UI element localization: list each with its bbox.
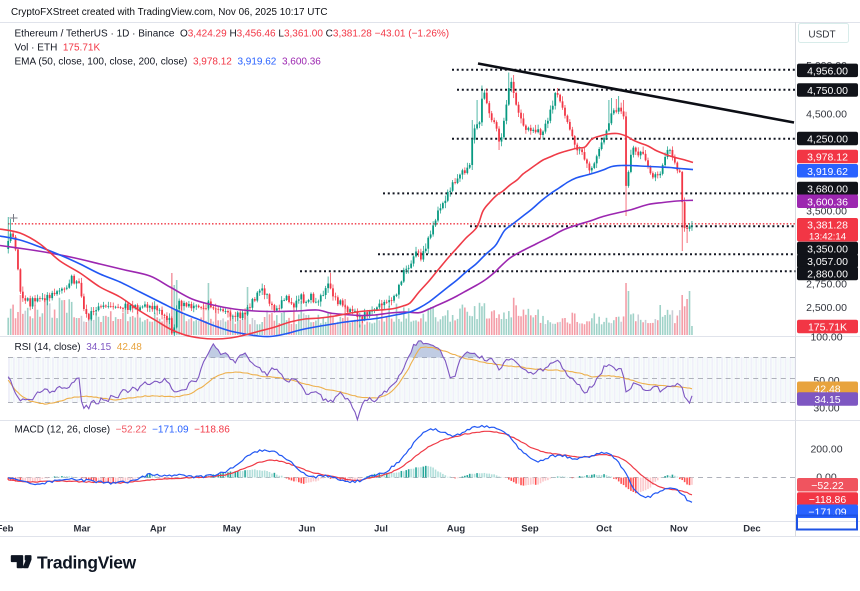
svg-text:Jun: Jun xyxy=(299,524,316,535)
svg-text:3,350.00: 3,350.00 xyxy=(807,244,848,256)
svg-text:Nov: Nov xyxy=(670,524,689,535)
svg-text:CryptoFXStreet created with Tr: CryptoFXStreet created with TradingView.… xyxy=(11,7,328,18)
svg-text:Mar: Mar xyxy=(74,524,91,535)
svg-text:3,919.62: 3,919.62 xyxy=(807,166,848,178)
svg-text:4,750.00: 4,750.00 xyxy=(807,85,848,97)
svg-text:2,500.00: 2,500.00 xyxy=(806,302,847,314)
svg-text:2,880.00: 2,880.00 xyxy=(807,269,848,281)
svg-text:4,956.00: 4,956.00 xyxy=(807,65,848,77)
svg-text:RSI (14, close) 34.15 42.48: RSI (14, close) 34.15 42.48 xyxy=(15,342,143,353)
svg-text:200.00: 200.00 xyxy=(810,443,842,455)
svg-text:3,978.12: 3,978.12 xyxy=(807,152,848,164)
svg-text:3,057.00: 3,057.00 xyxy=(807,256,848,268)
svg-text:USDT: USDT xyxy=(808,30,835,41)
svg-text:Aug: Aug xyxy=(447,524,466,535)
svg-text:175.71K: 175.71K xyxy=(808,322,847,334)
svg-text:Oct: Oct xyxy=(596,524,613,535)
svg-text:Vol · ETH 175.71K: Vol · ETH 175.71K xyxy=(15,43,101,54)
svg-text:Sep: Sep xyxy=(521,524,539,535)
svg-text:4,250.00: 4,250.00 xyxy=(807,134,848,146)
svg-text:3,600.36: 3,600.36 xyxy=(807,196,848,208)
svg-text:−52.22: −52.22 xyxy=(811,480,844,492)
svg-text:TradingView: TradingView xyxy=(37,553,137,573)
svg-text:13:42:14: 13:42:14 xyxy=(809,232,846,243)
svg-text:MACD (12, 26, close) −52.22: MACD (12, 26, close) −52.22 −171.09 −118… xyxy=(15,425,231,436)
svg-text:Feb: Feb xyxy=(0,524,14,535)
svg-text:−118.86: −118.86 xyxy=(809,494,847,506)
svg-text:3,381.28: 3,381.28 xyxy=(807,220,848,232)
svg-text:Ethereum / TetherUS · 1D · Bin: Ethereum / TetherUS · 1D · Binance O3,42… xyxy=(15,29,450,40)
svg-text:34.15: 34.15 xyxy=(814,394,840,406)
svg-text:3,680.00: 3,680.00 xyxy=(807,184,848,196)
svg-text:Dec: Dec xyxy=(743,524,760,535)
svg-text:EMA (50, close, 100, close, 20: EMA (50, close, 100, close, 200, close) … xyxy=(15,57,322,68)
svg-text:Apr: Apr xyxy=(150,524,167,535)
svg-text:Jul: Jul xyxy=(374,524,388,535)
svg-text:May: May xyxy=(223,524,242,535)
svg-text:4,500.00: 4,500.00 xyxy=(806,109,847,121)
